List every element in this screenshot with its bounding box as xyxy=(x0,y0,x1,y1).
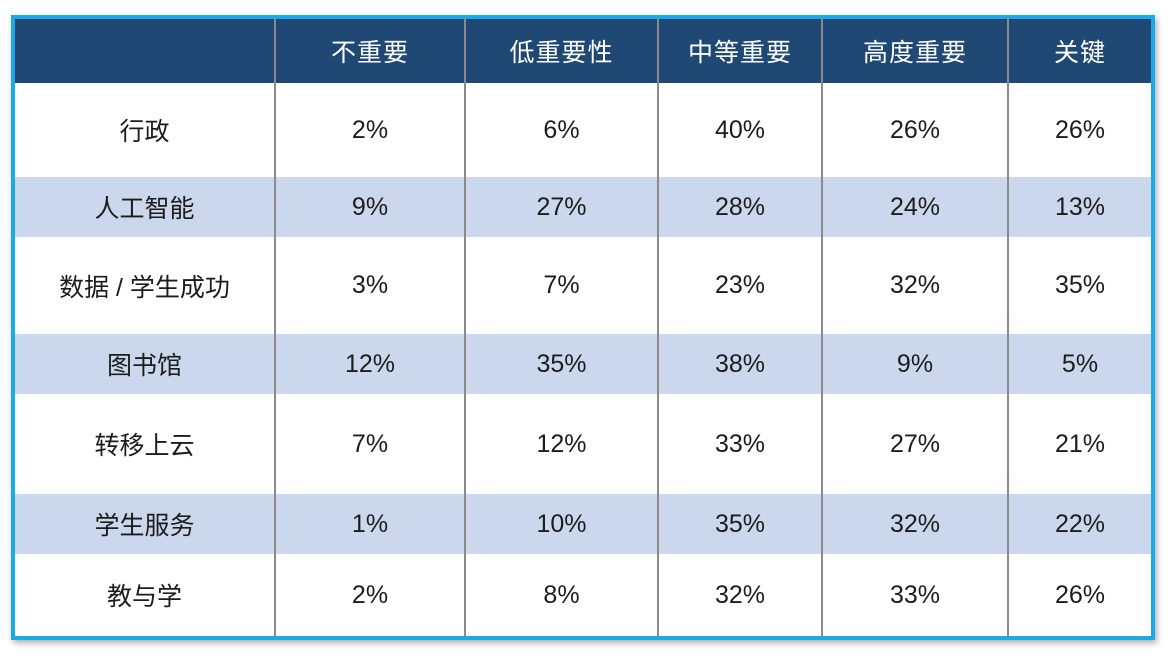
cell-value: 23% xyxy=(657,237,822,334)
table-body: 行政 2% 6% 40% 26% 26% 人工智能 9% 27% 28% 24%… xyxy=(13,83,1153,638)
cell-value: 7% xyxy=(464,237,658,334)
cell-value: 5% xyxy=(1007,334,1153,394)
cell-value: 27% xyxy=(821,394,1008,494)
cell-value: 35% xyxy=(464,334,658,394)
cell-value: 35% xyxy=(1007,237,1153,334)
cell-value: 22% xyxy=(1007,494,1153,554)
cell-value: 7% xyxy=(274,394,465,494)
cell-value: 32% xyxy=(821,494,1008,554)
cell-value: 1% xyxy=(274,494,465,554)
cell-value: 12% xyxy=(274,334,465,394)
cell-value: 6% xyxy=(464,83,658,177)
row-label: 教与学 xyxy=(106,583,182,611)
cell-value: 27% xyxy=(464,177,658,237)
table-header: 不重要 低重要性 中等重要 高度重要 关键 xyxy=(13,17,1153,83)
header-cell-high-importance: 高度重要 xyxy=(821,17,1008,83)
row-label: 行政 xyxy=(119,118,170,146)
cell-value: 40% xyxy=(657,83,822,177)
table-row: 转移上云 7% 12% 33% 27% 21% xyxy=(13,394,1153,494)
cell-value: 8% xyxy=(464,554,658,638)
cell-value: 9% xyxy=(821,334,1008,394)
cell-value: 26% xyxy=(1007,83,1153,177)
table-row: 行政 2% 6% 40% 26% 26% xyxy=(13,83,1153,177)
cell-value: 32% xyxy=(657,554,822,638)
header-row: 不重要 低重要性 中等重要 高度重要 关键 xyxy=(13,17,1153,83)
header-cell-critical: 关键 xyxy=(1007,17,1153,83)
header-cell-not-important: 不重要 xyxy=(274,17,465,83)
table-row: 人工智能 9% 27% 28% 24% 13% xyxy=(13,177,1153,237)
table-row: 图书馆 12% 35% 38% 9% 5% xyxy=(13,334,1153,394)
header-cell-low-importance: 低重要性 xyxy=(464,17,658,83)
importance-rating-table: 不重要 低重要性 中等重要 高度重要 关键 行政 2% 6% 40% 26% 2… xyxy=(11,15,1155,640)
cell-value: 35% xyxy=(657,494,822,554)
importance-table-container: 不重要 低重要性 中等重要 高度重要 关键 行政 2% 6% 40% 26% 2… xyxy=(11,15,1155,640)
cell-value: 3% xyxy=(274,237,465,334)
row-label: 人工智能 xyxy=(94,195,195,223)
cell-value: 12% xyxy=(464,394,658,494)
cell-value: 26% xyxy=(1007,554,1153,638)
cell-value: 38% xyxy=(657,334,822,394)
table-row: 教与学 2% 8% 32% 33% 26% xyxy=(13,554,1153,638)
row-label: 数据 / 学生成功 xyxy=(59,273,230,302)
cell-value: 21% xyxy=(1007,394,1153,494)
cell-value: 9% xyxy=(274,177,465,237)
table-row: 数据 / 学生成功 3% 7% 23% 32% 35% xyxy=(13,237,1153,334)
header-cell-empty xyxy=(13,17,275,83)
table-row: 学生服务 1% 10% 35% 32% 22% xyxy=(13,494,1153,554)
row-label: 转移上云 xyxy=(94,432,195,460)
row-label: 图书馆 xyxy=(106,352,182,380)
cell-value: 26% xyxy=(821,83,1008,177)
cell-value: 32% xyxy=(821,237,1008,334)
cell-value: 33% xyxy=(821,554,1008,638)
header-cell-medium-importance: 中等重要 xyxy=(657,17,822,83)
cell-value: 2% xyxy=(274,83,465,177)
row-label: 学生服务 xyxy=(94,512,195,540)
cell-value: 13% xyxy=(1007,177,1153,237)
cell-value: 10% xyxy=(464,494,658,554)
cell-value: 24% xyxy=(821,177,1008,237)
cell-value: 33% xyxy=(657,394,822,494)
cell-value: 2% xyxy=(274,554,465,638)
cell-value: 28% xyxy=(657,177,822,237)
